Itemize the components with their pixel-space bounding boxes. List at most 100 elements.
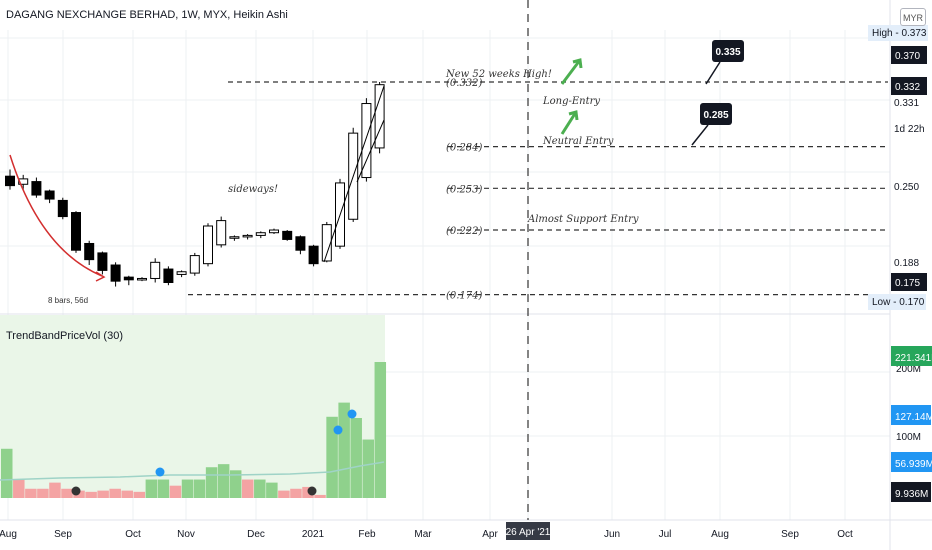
time-tick-label: Oct: [125, 529, 141, 540]
decline-arrow: [95, 271, 106, 282]
volume-badge-bg: [891, 452, 932, 472]
candle-body: [18, 178, 29, 185]
volume-badge-bg: [891, 482, 931, 502]
volume-bar: [61, 488, 73, 498]
volume-badge: 9.936M: [895, 489, 928, 500]
candle-body: [57, 199, 68, 218]
volume-bar: [1, 448, 13, 498]
candle-body: [203, 225, 213, 265]
candle-body: [31, 181, 42, 196]
candle-body: [123, 276, 134, 281]
cursor-date-label: 26 Apr '21: [506, 527, 551, 538]
time-tick-label: Jun: [604, 529, 620, 540]
candle-body: [229, 236, 240, 239]
time-tick-label: Oct: [837, 529, 853, 540]
level-label: (0.222): [446, 226, 483, 237]
volume-bar: [314, 494, 326, 498]
signal-arrow: [560, 59, 582, 85]
candle-body: [282, 230, 293, 240]
indicator-background: [0, 315, 385, 498]
volume-tick-label: 200M: [896, 364, 921, 375]
price-tick-label: 0.188: [894, 258, 919, 269]
volume-bar: [13, 479, 25, 498]
signal-arrowhead: [572, 58, 583, 69]
candle-body: [374, 84, 385, 149]
candle-body: [361, 103, 372, 179]
volume-bar: [97, 490, 109, 498]
volume-signal-dot: [347, 409, 357, 419]
time-tick-label: Mar: [414, 529, 432, 540]
volume-bar: [229, 470, 242, 498]
volume-bar: [266, 482, 278, 498]
time-tick-label: Sep: [54, 529, 72, 540]
volume-bar: [254, 479, 266, 498]
price-badge-bg: [891, 46, 927, 64]
candle-body: [44, 190, 55, 200]
chart-annotation: Almost Support Entry: [527, 214, 639, 225]
volume-signal-dot: [307, 486, 317, 496]
volume-bar: [193, 479, 206, 498]
candle-body: [295, 236, 306, 251]
volume-bar: [157, 479, 170, 498]
price-badge: 0.175: [895, 278, 920, 289]
signal-arrow: [560, 111, 578, 135]
volume-bar: [242, 479, 254, 498]
callout-label: 0.285: [703, 110, 728, 121]
volume-bar: [169, 485, 182, 498]
time-tick-label: Aug: [0, 529, 17, 540]
callout-box: [712, 40, 744, 62]
volume-bar: [217, 464, 230, 498]
volume-badge-bg: [891, 405, 931, 425]
price-tick-label: 0.331: [894, 98, 919, 109]
decline-curve: [9, 154, 103, 277]
volume-signal-dot: [155, 467, 165, 477]
time-tick-label: Dec: [247, 529, 265, 540]
volume-bar: [49, 482, 61, 498]
volume-bar: [205, 467, 218, 498]
indicator-title: TrendBandPriceVol (30): [6, 330, 123, 342]
volume-bar: [145, 479, 158, 498]
candle-body: [255, 232, 266, 236]
volume-bar: [181, 479, 194, 498]
candle-body: [242, 234, 253, 238]
low-price-label: Low - 0.170: [872, 297, 925, 308]
time-tick-label: Sep: [781, 529, 799, 540]
candle-body: [163, 268, 174, 284]
candle-body: [5, 175, 15, 187]
time-tick-label: Jul: [659, 529, 672, 540]
volume-bar: [121, 490, 133, 498]
volume-bar: [133, 491, 146, 498]
callout-box: [700, 103, 732, 125]
high-price-label-bg: [868, 25, 928, 41]
callout-label: 0.335: [715, 47, 740, 58]
price-badge-bg: [891, 273, 927, 291]
candle-body: [269, 229, 279, 234]
volume-signal-dot: [71, 486, 81, 496]
time-tick-label: 2021: [302, 529, 325, 540]
price-badge: 0.332: [895, 82, 920, 93]
time-tick-label: Aug: [711, 529, 729, 540]
price-tick-label: 1d 22h: [894, 124, 925, 135]
volume-bar: [326, 416, 338, 498]
time-tick-label: Feb: [358, 529, 376, 540]
volume-bar: [362, 439, 374, 498]
volume-bar: [338, 402, 350, 498]
chart-title: DAGANG NEXCHANGE BERHAD, 1W, MYX, Heikin…: [6, 9, 288, 21]
chart-annotation: 8 bars, 56d: [48, 296, 88, 305]
volume-bar: [278, 490, 290, 498]
callout-pointer: [705, 61, 721, 85]
trend-band-line: [0, 461, 385, 481]
time-tick-label: Apr: [482, 529, 498, 540]
chart-annotation: Long-Entry: [542, 96, 600, 107]
price-badge: 0.370: [895, 51, 920, 62]
low-price-label-bg: [868, 294, 926, 310]
volume-bar: [25, 488, 37, 498]
candle-body: [321, 224, 332, 262]
candle-body: [308, 245, 319, 265]
volume-bar: [109, 488, 121, 498]
volume-bar: [374, 362, 387, 498]
currency-button[interactable]: MYR: [900, 8, 926, 26]
level-label: (0.174): [446, 291, 483, 302]
chart-annotation: sideways!: [228, 184, 278, 195]
